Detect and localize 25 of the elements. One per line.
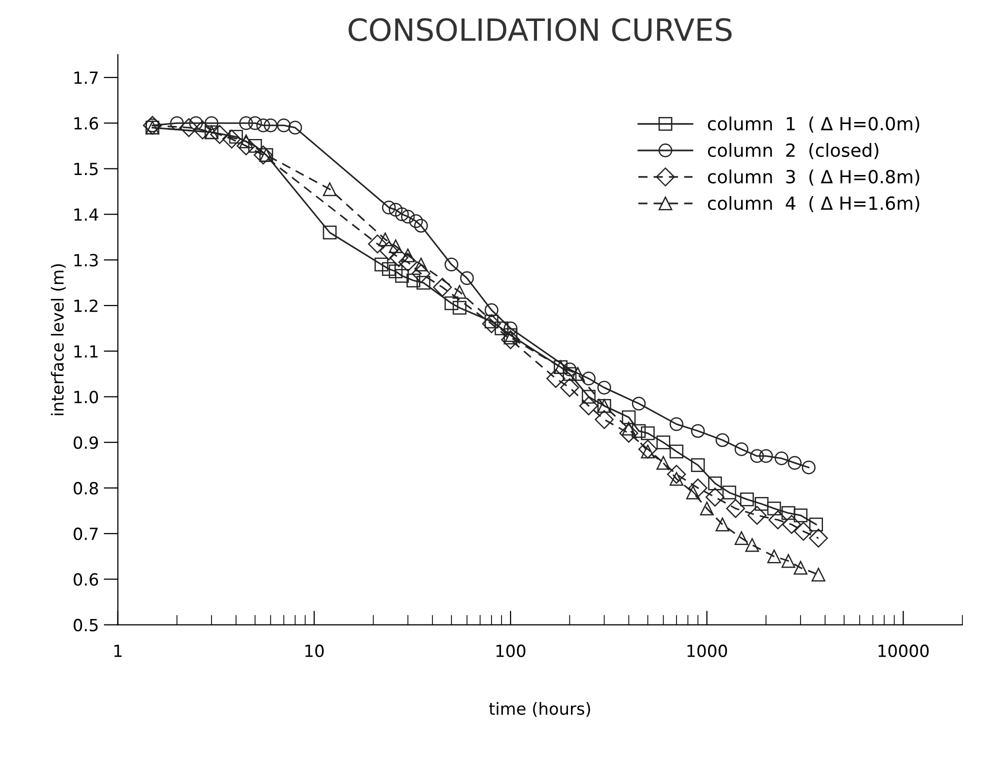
y-tick-label: 1.6 — [74, 117, 98, 130]
x-tick-label: 1000 — [688, 644, 727, 658]
x-tick-label: 10 — [305, 644, 324, 658]
y-tick-label: 0.7 — [74, 528, 98, 540]
chart-title: CONSOLIDATION CURVES — [348, 18, 732, 42]
y-tick-label: 1.2 — [74, 299, 98, 312]
y-tick-label: 1.0 — [74, 390, 98, 404]
y-tick-label: 0.8 — [74, 482, 98, 495]
y-tick-label: 1.4 — [74, 208, 98, 221]
y-tick-label: 1.5 — [74, 162, 98, 176]
x-tick-label: 10000 — [878, 644, 929, 658]
legend-label: column 4 ( Δ H=1.6m) — [708, 196, 920, 212]
x-tick-label: 1 — [114, 644, 122, 657]
legend-label: column 2 (closed) — [708, 143, 878, 160]
y-tick-label: 0.9 — [74, 436, 98, 449]
y-tick-label: 0.5 — [74, 618, 98, 632]
x-tick-label: 100 — [496, 644, 526, 658]
legend-label: column 1 ( Δ H=0.0m) — [708, 116, 920, 133]
y-tick-label: 1.7 — [74, 72, 98, 84]
x-axis-title: time (hours) — [489, 702, 590, 717]
y-axis-title: interface level (m) — [50, 264, 66, 416]
y-tick-label: 1.3 — [74, 254, 98, 266]
y-tick-label: 1.1 — [74, 345, 98, 358]
legend-label: column 3 ( Δ H=0.8m) — [708, 170, 920, 186]
y-tick-label: 0.6 — [74, 573, 98, 586]
